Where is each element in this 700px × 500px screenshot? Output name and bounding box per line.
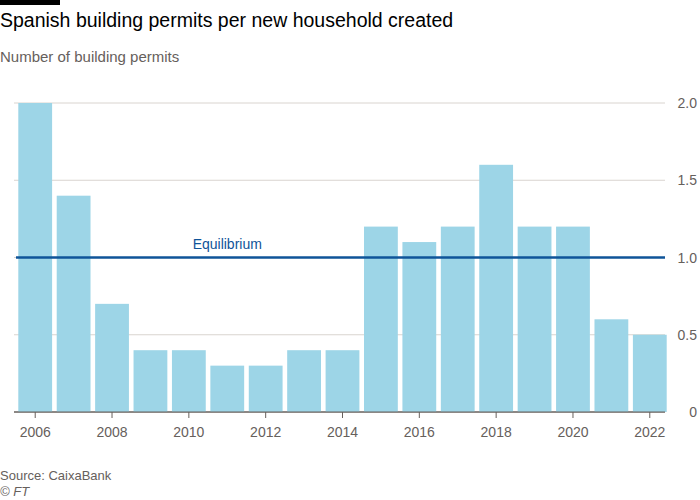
grid-line [14,103,665,104]
reference-line [16,256,665,259]
bar [594,319,628,412]
x-tick [649,412,650,418]
x-tick [419,412,420,418]
y-tick-label: 0 [689,404,697,420]
brand-bar [0,0,60,5]
bar [441,227,475,412]
bar [364,227,398,412]
x-tick-label: 2006 [20,424,51,440]
bar [134,350,168,412]
y-tick-label: 2.0 [678,95,698,111]
bar [402,242,436,412]
bar [633,335,667,412]
bar [479,165,513,412]
x-tick-label: 2010 [173,424,204,440]
bar [95,304,129,412]
x-tick [35,412,36,418]
x-tick-label: 2016 [404,424,435,440]
x-tick [265,412,266,418]
bar [210,366,244,412]
y-tick-label: 1.0 [678,250,698,266]
x-tick [496,412,497,418]
subtitle: Number of building permits [0,48,179,65]
x-tick-label: 2020 [557,424,588,440]
x-tick [572,412,573,418]
bar [287,350,321,412]
bar [172,350,206,412]
reference-label: Equilibrium [193,236,262,252]
x-tick-label: 2018 [481,424,512,440]
bar [556,227,590,412]
bar [326,350,360,412]
title: Spanish building permits per new househo… [0,9,453,31]
x-tick-label: 2012 [250,424,281,440]
x-tick [112,412,113,418]
bar [57,196,91,412]
grid-line [14,257,665,258]
grid [14,103,665,412]
x-tick-label: 2008 [96,424,127,440]
x-tick [188,412,189,418]
credit: © FT [0,484,30,499]
bar [518,227,552,412]
x-tick-label: 2022 [634,424,665,440]
y-tick-label: 1.5 [678,172,698,188]
bar [249,366,283,412]
y-tick-label: 0.5 [678,327,698,343]
x-tick-label: 2014 [327,424,358,440]
x-tick [342,412,343,418]
grid-line [14,180,665,181]
source: Source: CaixaBank [0,468,112,483]
chart: Spanish building permits per new househo… [0,0,700,500]
